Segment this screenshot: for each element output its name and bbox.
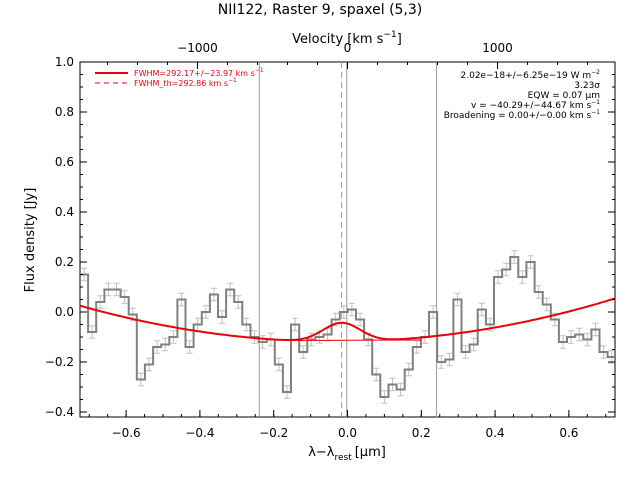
baseline-line [284,339,422,341]
top-tick-label: 1000 [482,41,513,55]
legend-label: FWHM_th=292.86 km s−1 [134,77,237,88]
x-tick-label: −0.2 [259,426,288,440]
y-tick-label: −0.2 [45,355,74,369]
y-tick-label: −0.4 [45,405,74,419]
y-axis-label: Flux density [Jy] [23,188,38,293]
x-tick-label: 0.0 [338,426,357,440]
y-tick-label: 0.2 [55,255,74,269]
top-tick-label: −1000 [177,41,218,55]
fit-annotation: Broadening = 0.00+/−0.00 km s−1 [444,109,600,121]
model-fit-line [79,297,616,341]
x-tick-label: 0.2 [412,426,431,440]
x-tick-label: −0.4 [185,426,214,440]
y-tick-label: 0.4 [55,205,74,219]
legend: FWHM=292.17+/−23.97 km s−1FWHM_th=292.86… [95,67,264,88]
legend-label: FWHM=292.17+/−23.97 km s−1 [134,67,264,78]
x-tick-label: −0.6 [112,426,141,440]
fit-annotation: 2.02e−18+/−6.25e−19 W m−2 [461,69,601,81]
fit-annotation: v = −40.29+/−44.67 km s−1 [471,99,600,111]
x-tick-label: 0.4 [486,426,505,440]
y-tick-label: 0.8 [55,105,74,119]
top-tick-label: 0 [344,41,352,55]
x-tick-label: 0.6 [559,426,578,440]
fit-annotation: 3.23σ [574,81,600,91]
fit-annotation: EQW = 0.07 μm [528,91,600,101]
y-tick-label: 1.0 [55,55,74,69]
model-series [79,297,616,341]
chart-title: NII122, Raster 9, spaxel (5,3) [218,2,423,18]
top-axis-label: Velocity [km s−1] [292,30,402,47]
x-axis-label-sub: rest [334,453,352,463]
data-step-series [80,256,615,398]
y-tick-label: 0.0 [55,305,74,319]
data-step-line [80,256,615,398]
y-tick-label: 0.6 [55,155,74,169]
top-axis-label-sup: −1 [383,30,396,40]
x-axis-label: λ−λrest [μm] [308,445,386,463]
axis-ticks: −0.6 −0.4 −0.2 0.0 0.2 0.4 0.6 −1000 0 1000 −0.4 −0… [45,41,615,440]
